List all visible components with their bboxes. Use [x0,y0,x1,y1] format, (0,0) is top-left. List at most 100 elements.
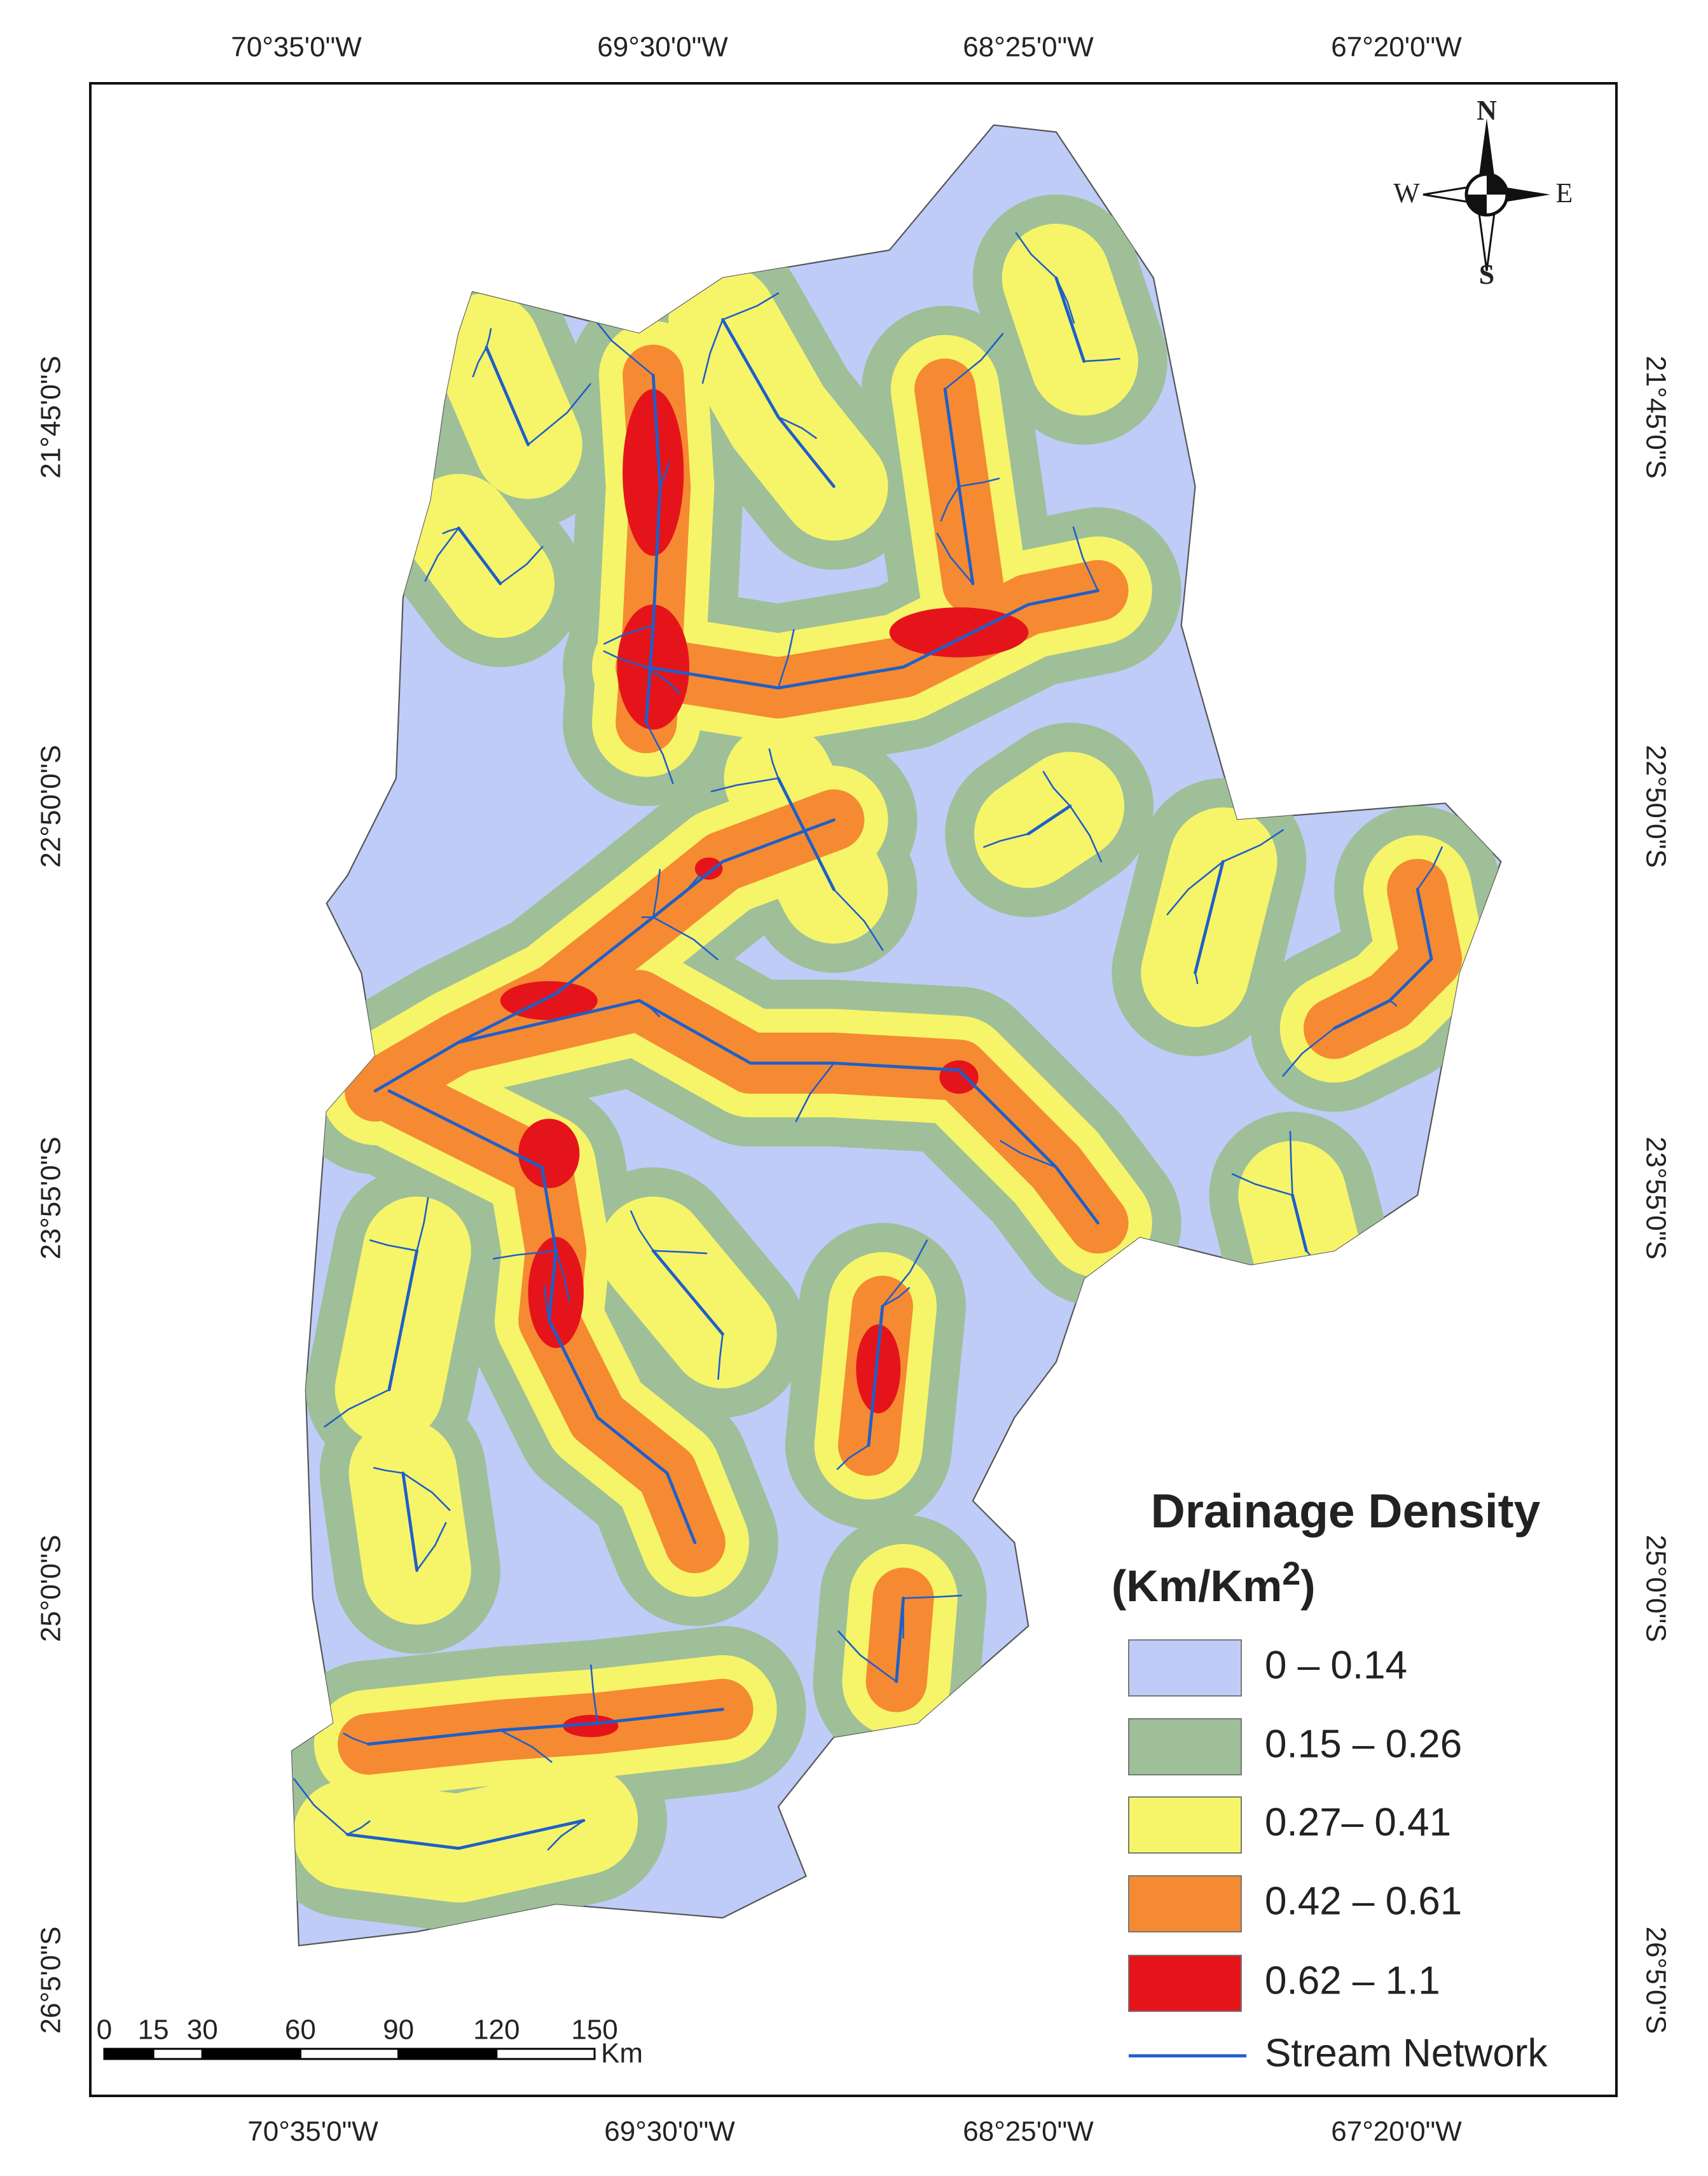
density-core [623,389,684,556]
tributary [603,624,654,645]
tributary [369,1239,418,1252]
tributary [710,777,780,792]
legend-label: 0 – 0.14 [1265,1643,1407,1687]
legend-unit: (Km/Km2) [1112,1555,1316,1611]
tributary [652,1250,708,1255]
tributary [603,650,647,668]
tributary [832,888,884,951]
stream [387,1089,697,1545]
longitude-label: 70°35'0"W [247,2116,378,2147]
tributary [652,874,701,918]
tributary [543,1284,550,1321]
tributary [722,292,780,320]
map-frame [89,82,1618,2097]
tributary [1015,232,1057,279]
tributary [1231,1173,1293,1196]
scale-label: 150 [571,2014,617,2046]
latitude-label: 21°45'0"S [1640,355,1671,478]
scale-label: 0 [97,2014,112,2046]
stream [651,1249,724,1336]
tributary [717,1333,724,1380]
tributary [1069,805,1103,863]
tributary [527,383,591,446]
stream [457,527,502,586]
tributary [701,319,724,384]
tributary [492,1250,557,1260]
compass-w: W [1393,177,1420,209]
longitude-label: 68°25'0"W [963,32,1094,63]
latitude-label: 23°55'0"S [1640,1136,1671,1259]
stream-legend-label: Stream Network [1265,2031,1548,2075]
tributary [347,1820,371,1836]
stream [644,373,662,724]
tributary [777,629,795,689]
scale-segment [201,2048,301,2060]
tributary [416,1522,447,1571]
scale-segment [103,2048,155,2060]
latitude-label: 26°5'0"S [36,1927,67,2034]
tributary [983,832,1030,848]
legend-label: 0.27– 0.41 [1265,1800,1451,1844]
density-core [889,607,1029,658]
latitude-label: 25°0'0"S [36,1535,67,1642]
tributary [1055,277,1075,324]
stream [644,589,1099,690]
tributary [902,1594,962,1599]
compass-n: N [1477,95,1497,126]
tributary [589,1664,599,1725]
stream [776,776,836,892]
tributary [836,1444,870,1470]
tributary [638,1000,661,1017]
density-core [563,1714,619,1737]
stream [1291,1194,1308,1253]
stream [1194,860,1225,975]
stream [366,1707,724,1746]
unit-prefix: (Km/Km [1112,1561,1282,1611]
tributary [652,869,661,918]
latitude-label: 26°5'0"S [1640,1927,1671,2034]
tributary [442,527,460,535]
tributary [940,485,960,522]
tributary [652,916,719,961]
scale-label: 60 [285,2014,316,2046]
compass-s: S [1479,259,1494,290]
density-core [518,1119,580,1188]
north-arrow [1422,118,1550,272]
scale-unit: Km [601,2038,643,2069]
tributary [547,1819,585,1850]
tributary [1416,846,1443,891]
latitude-label: 22°50'0"S [36,745,67,867]
stream [387,1249,419,1391]
latitude-label: 22°50'0"S [1640,745,1671,867]
scale-label: 15 [138,2014,169,2046]
compass-e: E [1556,177,1573,209]
tributary [645,666,681,694]
scale-label: 120 [473,2014,520,2046]
tributary [1389,1000,1398,1007]
tributary [944,333,1004,390]
tributary [958,478,1000,488]
tributary [1042,771,1071,807]
stream [345,1819,586,1850]
tributary [554,1250,570,1302]
tributary [881,1239,928,1307]
stream [895,1596,905,1683]
scale-segment [299,2048,400,2060]
density-core [528,1237,584,1348]
scale-segment [495,2048,596,2060]
scale-segment [152,2048,203,2060]
tributary [343,1732,369,1746]
legend-swatch [1128,1718,1242,1775]
stream [867,1304,885,1447]
stream [373,818,836,1093]
tributary [1289,1131,1293,1196]
unit-suffix: ) [1300,1561,1315,1611]
tributary [936,532,974,585]
tributary [499,1729,553,1763]
tributary [768,748,780,780]
latitude-label: 23°55'0"S [36,1136,67,1259]
tributary [795,1062,835,1122]
longitude-label: 70°35'0"W [231,32,362,63]
tributary [1282,1027,1335,1077]
tributary [402,1472,451,1511]
